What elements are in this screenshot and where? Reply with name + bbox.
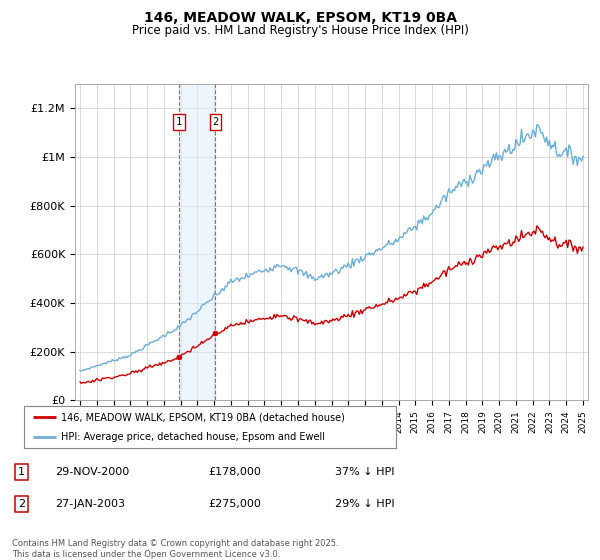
Text: Contains HM Land Registry data © Crown copyright and database right 2025.
This d: Contains HM Land Registry data © Crown c… xyxy=(12,539,338,559)
Text: 27-JAN-2003: 27-JAN-2003 xyxy=(55,499,125,509)
Text: HPI: Average price, detached house, Epsom and Ewell: HPI: Average price, detached house, Epso… xyxy=(61,432,325,442)
Text: 146, MEADOW WALK, EPSOM, KT19 0BA: 146, MEADOW WALK, EPSOM, KT19 0BA xyxy=(143,11,457,25)
Text: 2: 2 xyxy=(18,499,25,509)
Text: Price paid vs. HM Land Registry's House Price Index (HPI): Price paid vs. HM Land Registry's House … xyxy=(131,24,469,36)
Text: £178,000: £178,000 xyxy=(208,466,261,477)
Text: 2: 2 xyxy=(212,117,218,127)
Text: £275,000: £275,000 xyxy=(208,499,261,509)
Text: 1: 1 xyxy=(176,117,182,127)
Text: 146, MEADOW WALK, EPSOM, KT19 0BA (detached house): 146, MEADOW WALK, EPSOM, KT19 0BA (detac… xyxy=(61,412,345,422)
Text: 37% ↓ HPI: 37% ↓ HPI xyxy=(335,466,394,477)
Text: 1: 1 xyxy=(18,466,25,477)
Text: 29% ↓ HPI: 29% ↓ HPI xyxy=(335,499,394,509)
Text: 29-NOV-2000: 29-NOV-2000 xyxy=(55,466,130,477)
Bar xyxy=(179,84,215,400)
